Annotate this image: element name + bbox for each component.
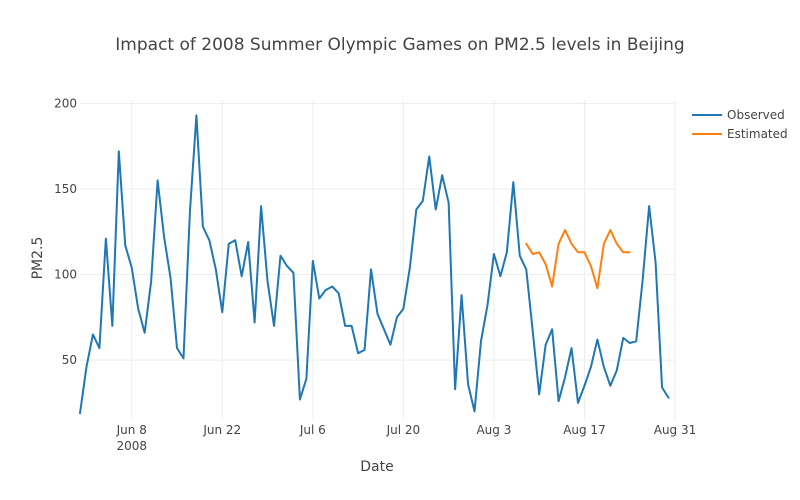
series-line-estimated: [525, 229, 631, 290]
x-tick-label: Jun 8: [116, 423, 147, 437]
x-tick-label: Jun 22: [202, 423, 241, 437]
x-axis-ticks: Jun 8 2008 Jun 22 Jul 6 Jul 20 Aug 3 Aug 17 Aug…: [116, 423, 697, 453]
x-tick-label: Jul 20: [386, 423, 421, 437]
legend-item-estimated[interactable]: Estimated: [692, 127, 788, 141]
y-axis-ticks: 50 100 150 200: [54, 96, 77, 367]
x-axis-title: Date: [360, 459, 393, 475]
grid-lines: [80, 100, 676, 420]
x-tick-label: Aug 17: [563, 423, 606, 437]
x-tick-label: Jul 6: [299, 423, 326, 437]
legend-label: Estimated: [727, 127, 788, 141]
y-tick-label: 200: [54, 96, 77, 110]
y-axis-title: PM2.5: [30, 237, 46, 280]
x-tick-label: Aug 3: [476, 423, 511, 437]
y-tick-label: 150: [54, 182, 77, 196]
series-line-observed: [79, 114, 670, 415]
y-tick-label: 50: [62, 353, 77, 367]
series-layer: [79, 114, 670, 415]
y-tick-label: 100: [54, 268, 77, 282]
legend-label: Observed: [727, 108, 785, 122]
x-tick-label: Aug 31: [654, 423, 697, 437]
legend-item-observed[interactable]: Observed: [692, 108, 785, 122]
legend[interactable]: Observed Estimated: [692, 108, 788, 141]
chart-title: Impact of 2008 Summer Olympic Games on P…: [115, 35, 684, 55]
x-tick-year-label: 2008: [116, 439, 147, 453]
